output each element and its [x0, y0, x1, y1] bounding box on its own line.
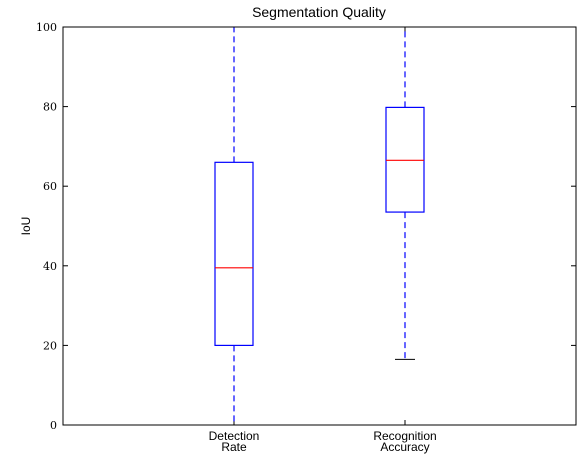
- y-tick-label: 40: [43, 260, 57, 273]
- y-tick-label: 100: [36, 21, 57, 34]
- box-group: [385, 26, 425, 360]
- y-tick-label: 60: [43, 180, 57, 193]
- box-group: [214, 26, 254, 426]
- interquartile-box: [214, 161, 254, 347]
- plot-area: [62, 26, 577, 426]
- x-tick-label: Recognition: [373, 429, 436, 443]
- boxes: [214, 26, 425, 426]
- x-tick-label: Detection: [209, 429, 260, 443]
- y-tick-label: 20: [43, 339, 57, 352]
- y-tick-label: 80: [43, 101, 57, 114]
- y-axis-label: IoU: [19, 217, 33, 236]
- x-tick-label: Accuracy: [380, 440, 429, 454]
- y-tick-label: 0: [50, 419, 57, 432]
- chart-title: Segmentation Quality: [252, 4, 386, 20]
- x-tick-label: Rate: [221, 440, 247, 454]
